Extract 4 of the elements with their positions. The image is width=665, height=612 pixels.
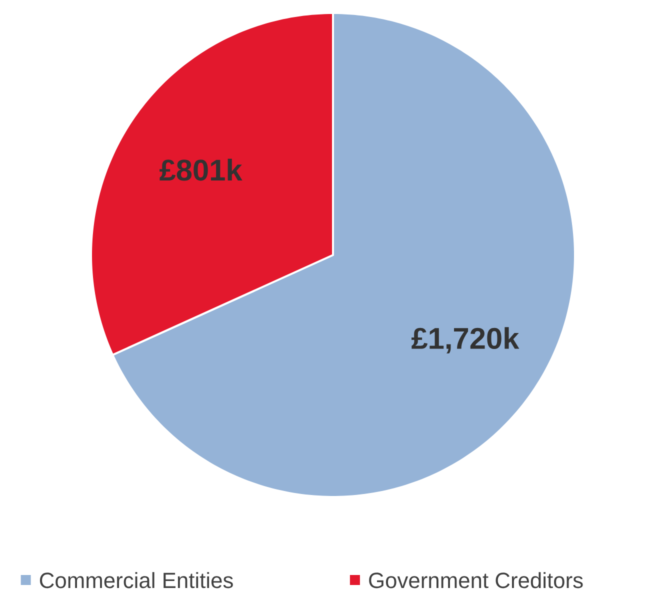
data-label: £1,720k (412, 327, 520, 354)
data-label: £801k (160, 158, 242, 181)
legend-label: Government Creditors (369, 572, 583, 588)
legend-label: Commercial Entities (40, 572, 233, 588)
